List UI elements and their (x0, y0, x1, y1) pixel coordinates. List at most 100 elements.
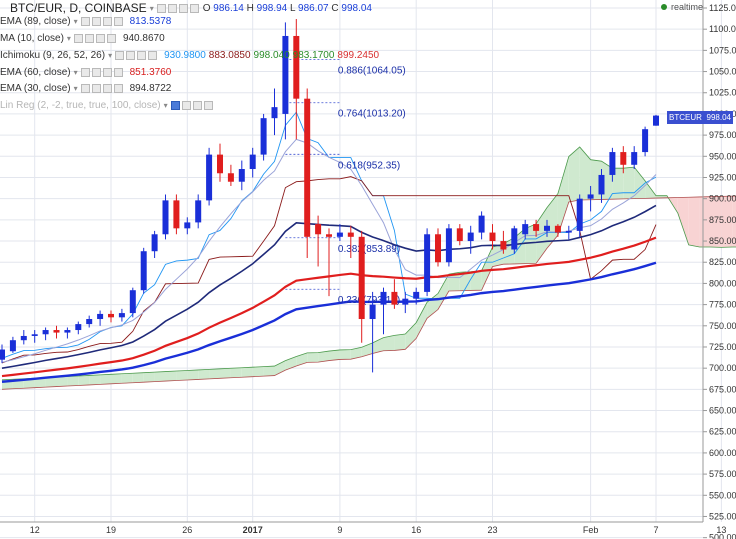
ichimoku-cloud (732, 196, 736, 247)
indicator-row[interactable]: EMA (89, close) ▾ 813.5378 (0, 13, 171, 29)
y-tick-label: 975.00 (709, 130, 736, 140)
close-icon[interactable] (113, 67, 123, 77)
fib-level-label: 0.236(793.14) (338, 295, 400, 306)
chevron-down-icon[interactable]: ▾ (66, 33, 71, 43)
close-icon[interactable] (113, 16, 123, 26)
eye-icon[interactable] (73, 33, 83, 43)
close-icon[interactable] (106, 33, 116, 43)
candle-body (435, 234, 441, 263)
settings-icon[interactable] (91, 16, 101, 26)
chevron-down-icon[interactable]: ▾ (163, 100, 168, 110)
ichimoku-cloud (132, 372, 144, 383)
ichimoku-cloud (307, 352, 319, 363)
y-tick-label: 750.00 (709, 321, 736, 331)
ichimoku-cloud (318, 351, 329, 363)
add-icon[interactable] (102, 16, 112, 26)
candle-body (86, 319, 93, 325)
y-tick-label: 800.00 (709, 278, 736, 288)
candle-body (118, 313, 125, 318)
symbol-dropdown-icon[interactable]: ▾ (149, 3, 154, 13)
candle-body (326, 234, 332, 237)
add-button[interactable] (178, 3, 188, 13)
settings-icon[interactable] (84, 33, 94, 43)
candle-body (271, 107, 278, 119)
symbol-row: BTC/EUR, D, COINBASE ▾ O 986.14 H 998.94… (10, 0, 372, 16)
candle-body (129, 290, 136, 314)
indicator-row[interactable]: EMA (60, close) ▾ 851.3760 (0, 64, 171, 80)
add-icon[interactable] (95, 33, 105, 43)
ichimoku-cloud (100, 374, 111, 385)
eye-icon[interactable] (80, 67, 90, 77)
ichimoku-cloud (165, 371, 177, 382)
y-tick-label: 500.00 (709, 533, 736, 539)
candle-body (64, 330, 71, 333)
candle-body (75, 324, 82, 331)
realtime-dot-icon (661, 4, 667, 10)
x-tick-label: 23 (487, 525, 497, 535)
indicator-value: 894.8722 (129, 82, 172, 94)
candle-body (620, 152, 627, 165)
close-icon[interactable] (203, 100, 213, 110)
ichimoku-cloud (688, 196, 700, 247)
indicator-row[interactable]: Lin Reg (2, -2, true, true, 100, close) ▾ (0, 97, 217, 113)
symbol-title[interactable]: BTC/EUR, D, COINBASE (10, 1, 147, 15)
y-tick-label: 1125.00 (709, 3, 736, 13)
close-icon[interactable] (148, 50, 158, 60)
indicator-name: MA (10, close) (0, 32, 64, 44)
candle-body (391, 291, 398, 305)
ichimoku-cloud (230, 367, 242, 378)
indicator-value: 813.5378 (129, 15, 172, 27)
eye-icon[interactable] (80, 16, 90, 26)
indicator-row[interactable]: MA (10, close) ▾ 940.8670 (0, 30, 165, 46)
candle-body (576, 198, 583, 231)
add-icon[interactable] (192, 100, 202, 110)
indicator-buttons (115, 50, 158, 60)
y-tick-label: 1100.00 (709, 24, 736, 34)
close-button[interactable] (189, 3, 199, 13)
settings-icon[interactable] (126, 50, 136, 60)
settings-icon[interactable] (91, 67, 101, 77)
ichimoku-cloud (623, 167, 635, 199)
eye-icon[interactable] (170, 100, 180, 110)
y-tick-label: 550.00 (709, 490, 736, 500)
add-icon[interactable] (102, 83, 112, 93)
candle-body (108, 313, 114, 318)
eye-icon[interactable] (80, 83, 90, 93)
chevron-down-icon[interactable]: ▾ (73, 16, 78, 26)
candle-body (587, 194, 594, 199)
ichimoku-cloud (263, 366, 275, 377)
y-tick-label: 925.00 (709, 172, 736, 182)
hide-button[interactable] (167, 3, 177, 13)
settings-icon[interactable] (91, 83, 101, 93)
add-icon[interactable] (102, 67, 112, 77)
x-tick-label: 2017 (243, 525, 263, 535)
ema89-line (1, 261, 657, 383)
y-tick-label: 1075.00 (709, 45, 736, 55)
eye-icon[interactable] (115, 50, 125, 60)
candle-body (0, 349, 5, 360)
fib-level-label: 0.382(853.89) (338, 244, 400, 255)
ema30-line (1, 204, 657, 369)
close-icon[interactable] (113, 83, 123, 93)
chevron-down-icon[interactable]: ▾ (73, 67, 78, 77)
y-tick-label: 625.00 (709, 427, 736, 437)
settings-button[interactable] (156, 3, 166, 13)
candle-body (522, 224, 529, 235)
indicator-buttons (80, 16, 123, 26)
ichimoku-cloud (339, 349, 351, 360)
chevron-down-icon[interactable]: ▾ (108, 50, 113, 60)
chevron-down-icon[interactable]: ▾ (73, 83, 78, 93)
ichimoku-cloud (699, 196, 711, 247)
ichimoku-cloud (350, 347, 362, 360)
candle-body (206, 154, 213, 201)
add-icon[interactable] (137, 50, 147, 60)
candle-body (336, 232, 343, 237)
indicator-row[interactable]: EMA (30, close) ▾ 894.8722 (0, 80, 171, 96)
ichimoku-cloud (45, 377, 57, 388)
ichimoku-cloud (579, 146, 591, 200)
ichimoku-cloud (383, 335, 395, 351)
candle-body (162, 200, 169, 235)
indicator-row[interactable]: Ichimoku (9, 26, 52, 26) ▾ 930.9800 883.085… (0, 47, 379, 63)
settings-icon[interactable] (181, 100, 191, 110)
